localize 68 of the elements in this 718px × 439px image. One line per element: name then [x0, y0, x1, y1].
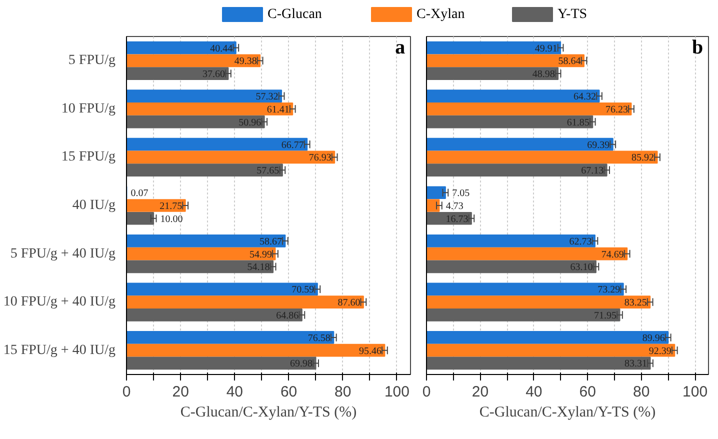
data-label: 64.32: [574, 92, 596, 103]
data-label: 37.60: [202, 69, 225, 80]
x-tick-label: 40: [526, 384, 542, 400]
data-label: 7.05: [452, 188, 470, 200]
data-label: 69.39: [587, 140, 610, 151]
annotation: b: [692, 36, 704, 58]
x-tick-label: 0: [422, 384, 431, 400]
data-label: 95.46: [358, 346, 382, 357]
data-label: 54.18: [247, 262, 270, 274]
legend-label: C-Xylan: [416, 7, 465, 22]
data-label: 40.44: [210, 43, 233, 54]
data-label: 83.25: [624, 298, 647, 309]
data-label: 57.32: [256, 92, 278, 103]
annotation: a: [395, 36, 406, 58]
x-axis-title: C-Glucan/C-Xylan/Y-TS (%): [180, 404, 357, 420]
x-tick-label: 20: [172, 384, 189, 400]
y-tick-label: 15 FPU/g: [61, 150, 116, 165]
data-label: 76.23: [606, 104, 628, 116]
y-tick-label: 15 FPU/g + 40 IU/g: [3, 342, 116, 358]
data-label: 66.77: [281, 140, 304, 151]
x-axis-title: C-Glucan/C-Xylan/Y-TS (%): [479, 404, 656, 420]
legend-label: Y-TS: [558, 7, 588, 22]
y-tick-label: 5 FPU/g: [68, 53, 116, 68]
x-tick-label: 80: [633, 384, 650, 400]
data-label: 70.59: [292, 284, 314, 296]
data-label: 74.69: [601, 249, 624, 260]
x-tick-label: 100: [682, 384, 708, 400]
data-label: 58.64: [558, 56, 581, 68]
legend-label: C-Glucan: [268, 7, 322, 22]
data-label: 64.86: [276, 310, 299, 322]
data-label: 89.96: [642, 332, 665, 344]
data-label: 85.92: [632, 152, 654, 164]
data-label: 67.13: [581, 166, 604, 177]
data-label: 62.73: [569, 236, 592, 248]
x-tick-label: 80: [334, 384, 352, 400]
data-label: 61.85: [566, 117, 590, 128]
data-label: 76.93: [308, 152, 332, 164]
data-label: 49.91: [534, 43, 558, 54]
data-label: 4.73: [446, 201, 464, 212]
data-label: 63.10: [570, 262, 593, 274]
data-label: 16.73: [446, 214, 468, 225]
data-label: 0.07: [130, 188, 148, 200]
y-tick-label: 40 IU/g: [72, 198, 116, 213]
x-tick-label: 40: [226, 384, 244, 400]
y-tick-label: 10 FPU/g: [61, 101, 116, 116]
x-tick-label: 100: [384, 384, 410, 400]
data-label: 61.41: [266, 104, 290, 116]
data-label: 10.00: [160, 214, 183, 225]
data-label: 76.58: [308, 332, 330, 344]
data-label: 92.39: [648, 346, 672, 357]
data-label: 54.99: [249, 249, 272, 260]
x-tick-label: 20: [472, 384, 489, 400]
data-label: 21.75: [160, 201, 182, 212]
x-tick-label: 60: [280, 384, 298, 400]
y-tick-label: 10 FPU/g + 40 IU/g: [3, 294, 116, 310]
data-label: 48.98: [532, 69, 555, 80]
data-label: 71.95: [594, 310, 617, 322]
data-label: 87.60: [338, 298, 360, 309]
data-label: 49.38: [234, 56, 257, 68]
x-tick-label: 0: [122, 384, 131, 400]
data-label: 50.96: [238, 117, 262, 128]
x-tick-label: 60: [579, 384, 596, 400]
data-label: 57.65: [256, 166, 280, 177]
y-tick-label: 5 FPU/g + 40 IU/g: [10, 246, 116, 262]
data-label: 83.31: [624, 358, 648, 370]
data-label: 69.98: [290, 358, 313, 370]
data-label: 73.29: [598, 284, 620, 296]
data-label: 58.67: [259, 236, 282, 248]
